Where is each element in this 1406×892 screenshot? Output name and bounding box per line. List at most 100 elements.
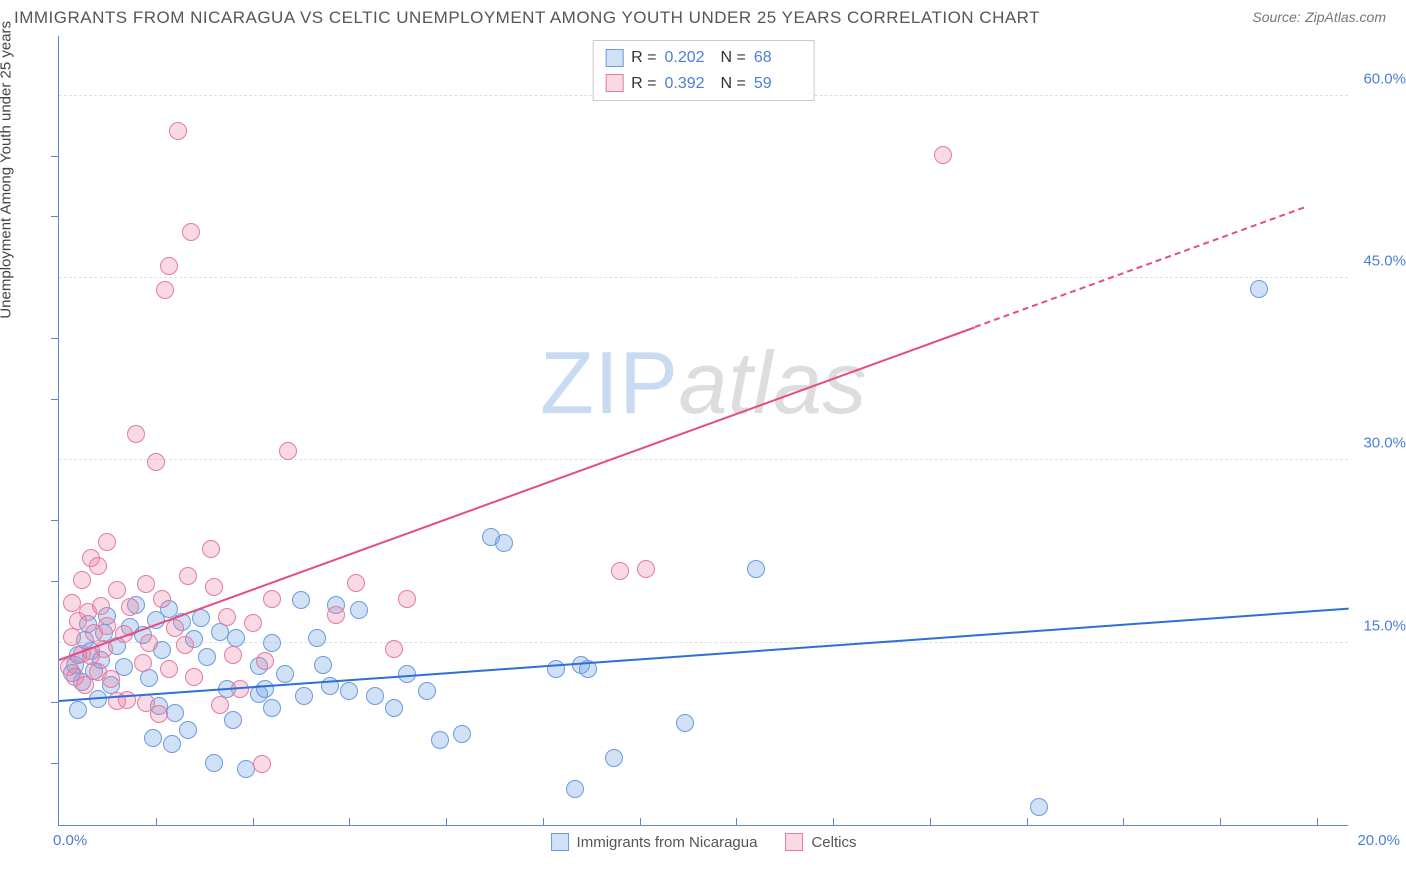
data-point-nicaragua [566,780,584,798]
legend-n-label: N = [721,45,746,71]
y-tick [51,216,59,217]
data-point-nicaragua [192,609,210,627]
data-point-celtics [327,606,345,624]
data-point-nicaragua [1250,280,1268,298]
data-point-celtics [92,597,110,615]
legend-series: Immigrants from Nicaragua Celtics [551,833,857,851]
data-point-nicaragua [453,725,471,743]
data-point-celtics [153,590,171,608]
data-point-nicaragua [292,591,310,609]
data-point-celtics [134,654,152,672]
x-tick [543,818,544,826]
legend-r-label: R = [631,45,656,71]
data-point-nicaragua [366,687,384,705]
gridline [59,277,1348,278]
data-point-celtics [127,425,145,443]
legend-correlation-row-nicaragua: R = 0.202 N = 68 [605,45,802,71]
legend-swatch [605,49,623,67]
x-tick [640,818,641,826]
data-point-celtics [73,571,91,589]
legend-series-item-nicaragua: Immigrants from Nicaragua [551,833,758,851]
data-point-nicaragua [227,629,245,647]
data-point-celtics [160,660,178,678]
legend-r-label: R = [631,71,656,97]
data-point-celtics [263,590,281,608]
data-point-nicaragua [263,699,281,717]
legend-swatch [551,833,569,851]
data-point-celtics [166,619,184,637]
data-point-nicaragua [385,699,403,717]
x-tick [1123,818,1124,826]
x-tick [156,818,157,826]
x-tick [349,818,350,826]
gridline [59,459,1348,460]
y-tick-label: 45.0% [1363,253,1406,270]
x-axis-end-label: 20.0% [1357,832,1400,849]
data-point-celtics [147,453,165,471]
y-tick [51,399,59,400]
data-point-nicaragua [144,729,162,747]
data-point-celtics [118,691,136,709]
data-point-nicaragua [198,648,216,666]
x-tick [1317,818,1318,826]
chart-container: Unemployment Among Youth under 25 years … [14,36,1392,882]
data-point-nicaragua [256,680,274,698]
data-point-celtics [224,646,242,664]
legend-series-item-celtics: Celtics [785,833,856,851]
legend-swatch [605,74,623,92]
data-point-celtics [169,122,187,140]
legend-series-label: Immigrants from Nicaragua [577,834,758,851]
x-axis-origin-label: 0.0% [53,832,87,849]
data-point-nicaragua [166,704,184,722]
y-tick [51,520,59,521]
x-tick [736,818,737,826]
data-point-nicaragua [308,629,326,647]
data-point-celtics [63,594,81,612]
data-point-nicaragua [676,714,694,732]
data-point-celtics [179,567,197,585]
legend-correlation-row-celtics: R =0.392N =59 [605,71,802,97]
data-point-celtics [150,705,168,723]
y-tick [51,338,59,339]
y-tick [51,581,59,582]
x-tick [446,818,447,826]
legend-r-value: 0.392 [665,71,713,97]
gridline [59,642,1348,643]
data-point-celtics [102,670,120,688]
data-point-nicaragua [69,701,87,719]
source-attribution: Source: ZipAtlas.com [1252,9,1386,27]
data-point-nicaragua [224,711,242,729]
y-axis-label: Unemployment Among Youth under 25 years [0,21,15,319]
data-point-celtics [279,442,297,460]
data-point-celtics [137,575,155,593]
data-point-nicaragua [1030,798,1048,816]
legend-r-value: 0.202 [665,45,713,71]
data-point-celtics [176,636,194,654]
x-tick [1027,818,1028,826]
data-point-celtics [637,560,655,578]
data-point-nicaragua [350,601,368,619]
data-point-celtics [211,696,229,714]
data-point-nicaragua [295,687,313,705]
y-tick [51,763,59,764]
x-tick [1220,818,1221,826]
source-prefix: Source: [1252,9,1300,25]
legend-swatch [785,833,803,851]
legend-n-value: 68 [754,45,802,71]
data-point-celtics [244,614,262,632]
trendline-celtics [59,326,976,661]
data-point-celtics [140,634,158,652]
source-name: ZipAtlas.com [1305,9,1386,25]
legend-n-label: N = [721,71,746,97]
data-point-nicaragua [276,665,294,683]
data-point-celtics [205,578,223,596]
data-point-nicaragua [747,560,765,578]
x-tick [253,818,254,826]
y-tick [51,702,59,703]
data-point-celtics [89,557,107,575]
data-point-celtics [398,590,416,608]
data-point-nicaragua [605,749,623,767]
data-point-celtics [202,540,220,558]
data-point-celtics [611,562,629,580]
data-point-nicaragua [431,731,449,749]
